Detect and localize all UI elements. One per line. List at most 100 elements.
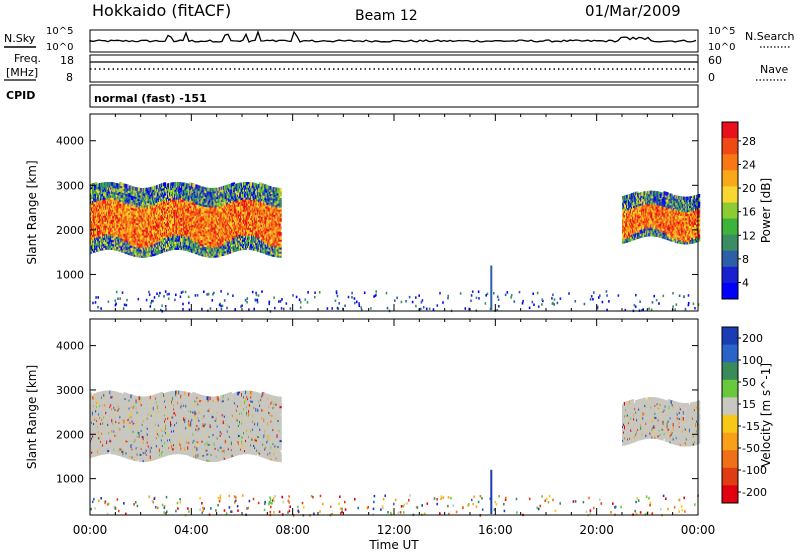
power-cell	[104, 196, 107, 200]
power-cell	[108, 212, 111, 216]
power-cell	[255, 183, 258, 187]
power-cell	[104, 220, 107, 224]
power-cell	[173, 210, 176, 214]
power-cell	[108, 226, 111, 230]
power-cell	[216, 221, 219, 226]
power-cell	[210, 206, 213, 210]
power-cell	[146, 199, 149, 204]
power-cell	[132, 208, 135, 213]
power-cell	[209, 198, 212, 202]
power-cell	[184, 221, 187, 225]
power-cell	[140, 198, 143, 202]
power-cell	[184, 219, 187, 223]
power-cell	[103, 244, 106, 248]
power-cell	[102, 182, 105, 186]
power-cell	[210, 226, 213, 230]
power-cell	[184, 225, 187, 229]
power-cell	[107, 196, 110, 200]
power-cell	[204, 213, 207, 217]
power-cell	[254, 221, 257, 225]
power-cell	[178, 230, 181, 234]
freq-right-tick-bottom: 0	[708, 71, 715, 84]
date-label: 01/Mar/2009	[585, 2, 681, 20]
power-cell	[108, 232, 111, 236]
power-cell	[146, 215, 149, 220]
power-cell	[184, 231, 187, 235]
power-cell	[184, 235, 187, 239]
power-cell	[108, 208, 111, 212]
power-cell	[222, 185, 225, 190]
power-cell	[178, 208, 181, 212]
power-cell	[146, 205, 149, 210]
power-cell	[108, 224, 111, 228]
power-cell	[179, 202, 182, 206]
power-cell	[214, 229, 217, 234]
power-cell	[107, 220, 110, 224]
power-cell	[90, 250, 93, 254]
power-cell	[129, 209, 132, 214]
power-cell	[146, 249, 149, 254]
power-cell	[184, 197, 187, 201]
power-cell	[209, 242, 212, 246]
power-cell	[247, 234, 250, 238]
power-cell	[208, 226, 211, 230]
power-cell	[184, 209, 187, 213]
power-cell	[104, 214, 107, 218]
power-cell	[184, 182, 187, 187]
power-cell	[108, 222, 111, 226]
power-cell	[115, 199, 118, 203]
power-cell	[180, 182, 183, 186]
power-cell	[108, 246, 111, 250]
power-cell	[240, 208, 243, 213]
noise-right-tick-top: 10^5	[708, 26, 735, 37]
power-cell	[108, 188, 111, 192]
power-cell	[222, 246, 225, 250]
power-cell	[108, 190, 111, 194]
power-cell	[105, 184, 108, 188]
power-cell	[175, 236, 178, 240]
power-cell	[146, 201, 149, 206]
power-cell	[146, 223, 149, 228]
power-cell	[222, 216, 225, 220]
power-cell	[247, 228, 250, 232]
power-cell	[139, 234, 142, 238]
station-title: Hokkaido (fitACF)	[92, 1, 231, 20]
power-cell	[222, 228, 225, 232]
power-cell	[184, 201, 187, 205]
power-cell	[245, 188, 248, 192]
power-cell	[108, 206, 111, 210]
power-cell	[210, 196, 213, 200]
power-cell	[222, 242, 225, 246]
power-cell	[230, 249, 234, 253]
power-cell	[222, 220, 225, 224]
power-cell	[207, 207, 210, 212]
power-cell	[222, 232, 225, 236]
power-cell	[109, 214, 112, 218]
power-cell	[180, 226, 183, 230]
power-cell	[146, 219, 149, 224]
power-cell	[144, 213, 147, 218]
power-cell	[172, 218, 175, 222]
beam-label: Beam 12	[355, 8, 418, 24]
power-cell	[245, 246, 248, 250]
power-cell	[108, 234, 111, 238]
power-cell	[181, 198, 184, 202]
noise-sky-trace	[89, 30, 697, 43]
power-cell	[108, 198, 111, 202]
power-cell	[184, 207, 187, 211]
power-cell	[221, 248, 224, 252]
power-cell	[173, 234, 176, 238]
power-cell	[103, 202, 106, 206]
power-cell	[106, 218, 109, 222]
power-cell	[108, 218, 111, 222]
power-cell	[184, 241, 187, 245]
power-cell	[138, 203, 141, 208]
power-cell	[156, 251, 160, 255]
power-cell	[229, 201, 232, 206]
power-cell	[249, 186, 252, 190]
power-cell	[111, 228, 114, 232]
power-cell	[244, 210, 247, 214]
power-cell	[184, 237, 187, 241]
power-cell	[171, 216, 174, 221]
